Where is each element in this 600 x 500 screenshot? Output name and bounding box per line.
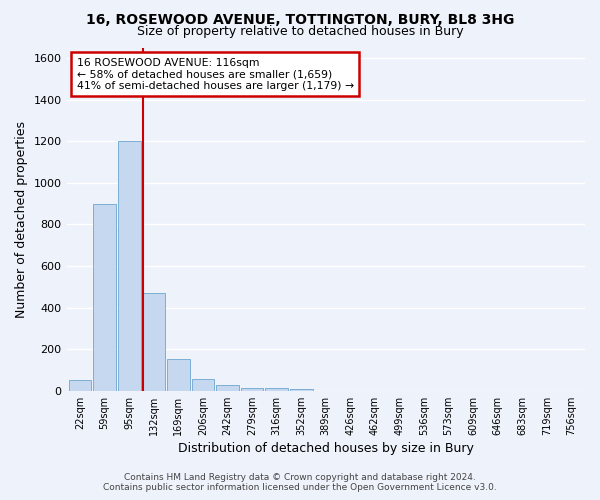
Bar: [191, 380, 214, 391]
Bar: [142, 293, 165, 391]
Bar: [290, 388, 313, 391]
Bar: [167, 358, 190, 391]
Bar: [216, 384, 239, 391]
Text: 16 ROSEWOOD AVENUE: 116sqm
← 58% of detached houses are smaller (1,659)
41% of s: 16 ROSEWOOD AVENUE: 116sqm ← 58% of deta…: [77, 58, 354, 91]
Bar: [265, 388, 288, 391]
Y-axis label: Number of detached properties: Number of detached properties: [15, 120, 28, 318]
Bar: [241, 388, 263, 391]
Bar: [118, 141, 140, 391]
Bar: [69, 380, 91, 391]
X-axis label: Distribution of detached houses by size in Bury: Distribution of detached houses by size …: [178, 442, 474, 455]
Text: 16, ROSEWOOD AVENUE, TOTTINGTON, BURY, BL8 3HG: 16, ROSEWOOD AVENUE, TOTTINGTON, BURY, B…: [86, 12, 514, 26]
Text: Contains HM Land Registry data © Crown copyright and database right 2024.
Contai: Contains HM Land Registry data © Crown c…: [103, 473, 497, 492]
Bar: [94, 204, 116, 391]
Text: Size of property relative to detached houses in Bury: Size of property relative to detached ho…: [137, 25, 463, 38]
